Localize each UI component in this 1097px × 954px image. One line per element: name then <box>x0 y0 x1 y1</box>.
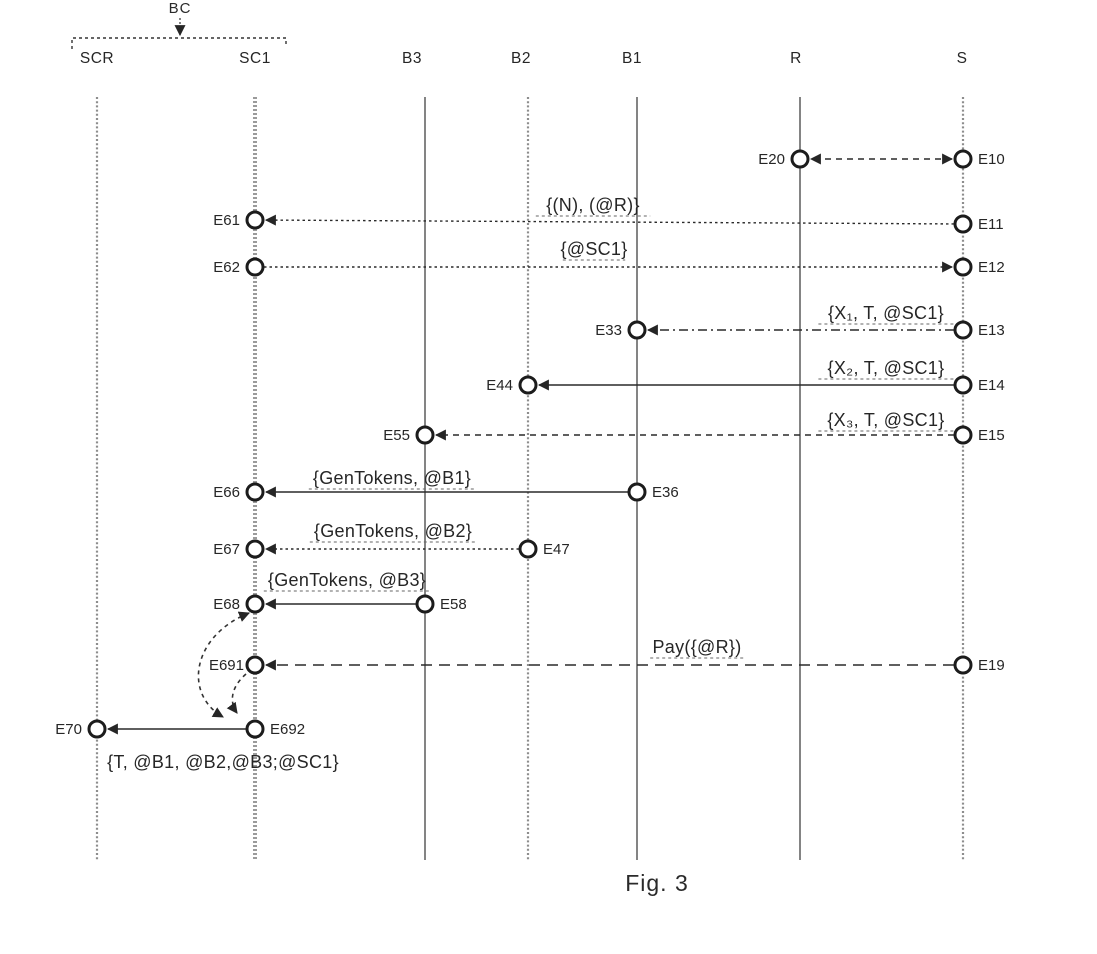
group-label-bc: BC <box>168 0 192 17</box>
event-node-e12 <box>953 257 973 277</box>
event-label-e10: E10 <box>978 151 1005 168</box>
event-node-e67 <box>245 539 265 559</box>
event-node-e58 <box>415 594 435 614</box>
event-label-e62: E62 <box>213 259 240 276</box>
event-node-e10 <box>953 149 973 169</box>
event-label-e68: E68 <box>213 596 240 613</box>
event-node-e13 <box>953 320 973 340</box>
lifeline-label-r: R <box>790 50 802 67</box>
event-node-e692 <box>245 719 265 739</box>
event-node-e36 <box>627 482 647 502</box>
event-label-e15: E15 <box>978 427 1005 444</box>
event-node-e66 <box>245 482 265 502</box>
figure-caption: Fig. 3 <box>625 870 689 896</box>
message-label-e62-e12: {@SC1} <box>560 239 627 259</box>
message-label-e19-e691: Pay({@R}) <box>653 637 742 657</box>
event-node-e11 <box>953 214 973 234</box>
event-label-e44: E44 <box>486 377 513 394</box>
event-label-e11: E11 <box>978 216 1004 233</box>
lifeline-label-b2: B2 <box>511 50 531 67</box>
event-node-e55 <box>415 425 435 445</box>
event-node-e14 <box>953 375 973 395</box>
event-node-e691 <box>245 655 265 675</box>
event-node-e19 <box>953 655 973 675</box>
event-node-e47 <box>518 539 538 559</box>
lifeline-label-scr: SCR <box>80 50 114 67</box>
message-e11-e61 <box>264 214 955 226</box>
event-label-e20: E20 <box>758 151 785 168</box>
lifeline-label-s: S <box>957 50 968 67</box>
message-label-e13-e33: {X₁, T, @SC1} <box>828 303 944 323</box>
self-loop-arc-2 <box>226 673 247 714</box>
message-label-e11-e61: {(N), (@R)} <box>546 195 640 215</box>
event-label-e58: E58 <box>440 596 467 613</box>
event-label-e33: E33 <box>595 322 622 339</box>
event-label-e13: E13 <box>978 322 1005 339</box>
event-label-e70: E70 <box>55 721 82 738</box>
event-node-e70 <box>87 719 107 739</box>
event-label-e67: E67 <box>213 541 240 558</box>
event-node-e44 <box>518 375 538 395</box>
lifeline-label-b1: B1 <box>622 50 642 67</box>
event-label-e19: E19 <box>978 657 1005 674</box>
event-label-e691: E691 <box>209 657 244 674</box>
event-node-e33 <box>627 320 647 340</box>
message-label-e47-e67: {GenTokens, @B2} <box>314 521 472 541</box>
message-label-e58-e68: {GenTokens, @B3} <box>268 570 426 590</box>
lifeline-label-sc1: SC1 <box>239 50 271 67</box>
message-label-e692-e70: {T, @B1, @B2,@B3;@SC1} <box>107 752 339 772</box>
group-bracket <box>71 37 287 49</box>
event-label-e66: E66 <box>213 484 240 501</box>
event-label-e12: E12 <box>978 259 1005 276</box>
event-node-e61 <box>245 210 265 230</box>
self-loop-arc-1 <box>197 611 251 718</box>
event-label-e36: E36 <box>652 484 679 501</box>
event-label-e692: E692 <box>270 721 305 738</box>
event-node-e62 <box>245 257 265 277</box>
event-node-e68 <box>245 594 265 614</box>
message-label-e36-e66: {GenTokens, @B1} <box>313 468 471 488</box>
event-label-e14: E14 <box>978 377 1005 394</box>
event-label-e55: E55 <box>383 427 410 444</box>
event-node-e20 <box>790 149 810 169</box>
message-label-e14-e44: {X₂, T, @SC1} <box>828 358 945 378</box>
message-label-e15-e55: {X₃, T, @SC1} <box>827 410 944 430</box>
event-label-e47: E47 <box>543 541 570 558</box>
event-label-e61: E61 <box>213 212 240 229</box>
lifeline-label-b3: B3 <box>402 50 422 67</box>
event-node-e15 <box>953 425 973 445</box>
